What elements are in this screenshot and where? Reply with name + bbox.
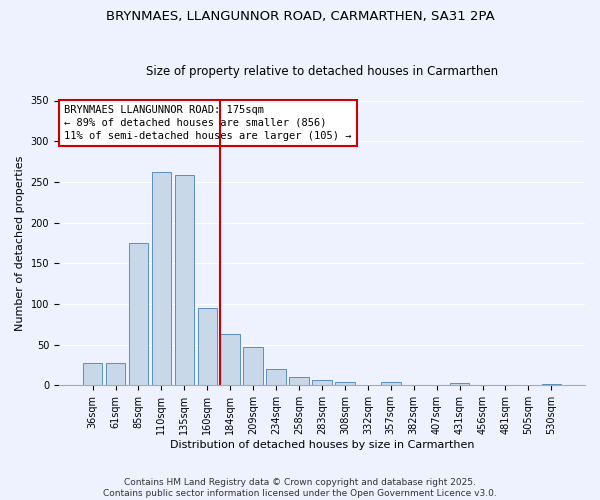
Y-axis label: Number of detached properties: Number of detached properties bbox=[15, 155, 25, 330]
Bar bbox=[152, 172, 171, 386]
Bar bbox=[266, 369, 286, 386]
Bar bbox=[197, 308, 217, 386]
Bar bbox=[106, 364, 125, 386]
Text: Contains HM Land Registry data © Crown copyright and database right 2025.
Contai: Contains HM Land Registry data © Crown c… bbox=[103, 478, 497, 498]
Bar bbox=[381, 382, 401, 386]
Bar bbox=[496, 384, 515, 386]
Bar bbox=[128, 243, 148, 386]
X-axis label: Distribution of detached houses by size in Carmarthen: Distribution of detached houses by size … bbox=[170, 440, 474, 450]
Bar bbox=[289, 377, 309, 386]
Bar bbox=[175, 176, 194, 386]
Text: BRYNMAES, LLANGUNNOR ROAD, CARMARTHEN, SA31 2PA: BRYNMAES, LLANGUNNOR ROAD, CARMARTHEN, S… bbox=[106, 10, 494, 23]
Bar bbox=[220, 334, 240, 386]
Bar bbox=[542, 384, 561, 386]
Bar bbox=[312, 380, 332, 386]
Bar bbox=[244, 347, 263, 386]
Text: BRYNMAES LLANGUNNOR ROAD: 175sqm
← 89% of detached houses are smaller (856)
11% : BRYNMAES LLANGUNNOR ROAD: 175sqm ← 89% o… bbox=[64, 105, 352, 141]
Bar bbox=[450, 383, 469, 386]
Bar bbox=[335, 382, 355, 386]
Title: Size of property relative to detached houses in Carmarthen: Size of property relative to detached ho… bbox=[146, 66, 498, 78]
Bar bbox=[83, 364, 103, 386]
